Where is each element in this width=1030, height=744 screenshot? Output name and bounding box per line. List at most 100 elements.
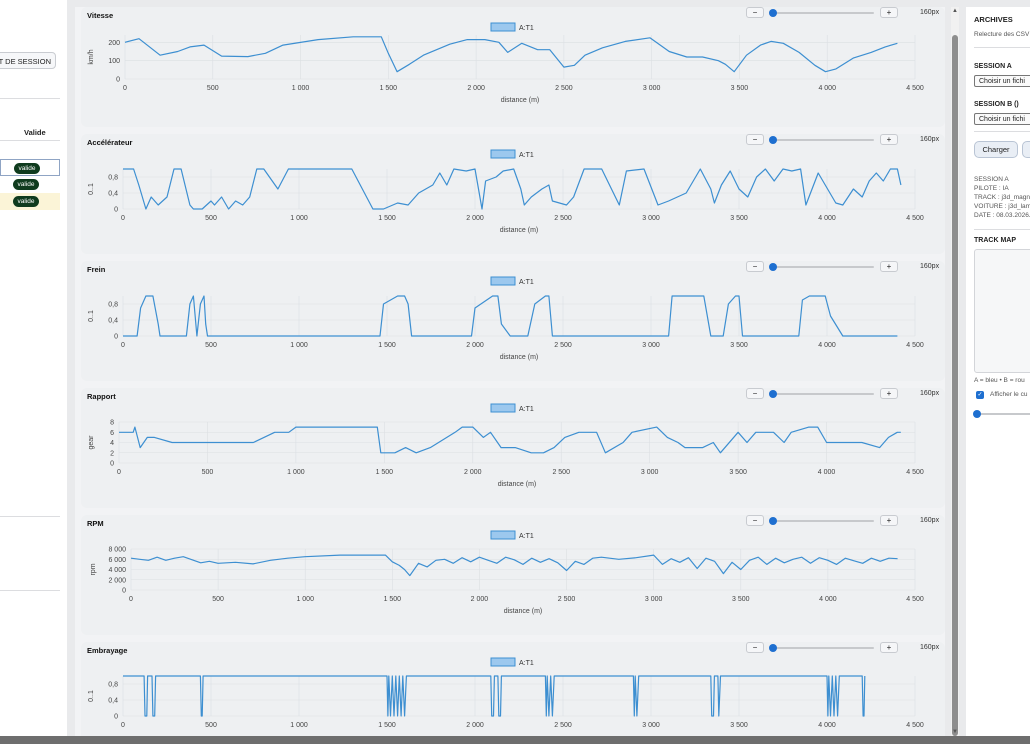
info-line: SESSION A bbox=[974, 176, 1009, 183]
legend-label: A:T1 bbox=[519, 25, 534, 32]
zoom-slider-thumb[interactable] bbox=[769, 136, 777, 144]
session-row[interactable]: valide bbox=[0, 193, 60, 210]
x-tick-label: 4 500 bbox=[906, 722, 924, 729]
legend-label: A:T1 bbox=[519, 660, 534, 667]
chart-title: Rapport bbox=[87, 392, 116, 401]
scrollbar-thumb[interactable] bbox=[952, 35, 958, 736]
y-tick-label: 0 bbox=[116, 77, 120, 84]
legend-swatch bbox=[490, 403, 516, 413]
zoom-slider-thumb[interactable] bbox=[769, 9, 777, 17]
zoom-slider[interactable] bbox=[769, 517, 874, 525]
legend-label: A:T1 bbox=[519, 406, 534, 413]
zoom-in-button[interactable]: + bbox=[880, 388, 898, 399]
x-tick-label: 2 000 bbox=[467, 85, 485, 92]
zoom-in-button[interactable]: + bbox=[880, 7, 898, 18]
session-b-file-select[interactable]: Choisir un fichi bbox=[974, 113, 1030, 125]
load-button[interactable]: Charger bbox=[974, 141, 1018, 158]
zoom-slider[interactable] bbox=[769, 390, 874, 398]
chart-panel-6: Embrayage − +160px A:T1 0 500 1 000 1 500 2 000 2… bbox=[81, 642, 945, 736]
zoom-slider[interactable] bbox=[769, 644, 874, 652]
y-tick-label: 0 bbox=[122, 588, 126, 595]
x-tick-label: 2 000 bbox=[464, 469, 482, 476]
zoom-slider[interactable] bbox=[769, 9, 874, 17]
divider bbox=[0, 140, 60, 141]
zoom-slider-thumb[interactable] bbox=[769, 390, 777, 398]
session-a-file-select[interactable]: Choisir un fichi bbox=[974, 75, 1030, 87]
zoom-slider[interactable] bbox=[769, 136, 874, 144]
zoom-in-button[interactable]: + bbox=[880, 642, 898, 653]
secondary-button[interactable] bbox=[1022, 141, 1030, 158]
show-cursor-label: Afficher le cu bbox=[990, 391, 1028, 398]
x-tick-label: 2 500 bbox=[554, 215, 572, 222]
zoom-out-button[interactable]: − bbox=[746, 134, 764, 145]
y-tick-label: 2 bbox=[110, 450, 114, 457]
session-list-panel: RT DE SESSION Valide valide valide valid… bbox=[0, 0, 67, 736]
legend-swatch bbox=[490, 22, 516, 32]
series-line-a-t1 bbox=[119, 426, 901, 454]
scroll-down-arrow-icon[interactable]: ▼ bbox=[952, 729, 958, 735]
line-chart[interactable]: A:T1 0 500 1 000 1 500 2 000 2 500 3 000 3 500 4 … bbox=[81, 148, 945, 254]
zoom-out-button[interactable]: − bbox=[746, 261, 764, 272]
cursor-slider[interactable] bbox=[973, 410, 1030, 418]
y-tick-label: 8 bbox=[110, 420, 114, 427]
info-line: DATE : 08.03.2026. bbox=[974, 212, 1030, 219]
line-chart[interactable]: A:T1 0 500 1 000 1 500 2 000 2 500 3 000 3 500 4 … bbox=[81, 529, 945, 635]
zoom-out-button[interactable]: − bbox=[746, 642, 764, 653]
chart-title: Accélérateur bbox=[87, 138, 133, 147]
line-chart[interactable]: A:T1 0 500 1 000 1 500 2 000 2 500 3 000 3 500 4 … bbox=[81, 402, 945, 508]
status-badge: valide bbox=[13, 179, 39, 190]
line-chart[interactable]: A:T1 0 500 1 000 1 500 2 000 2 500 3 000 3 500 4 … bbox=[81, 21, 945, 127]
x-tick-label: 3 000 bbox=[642, 342, 660, 349]
chart-title: Frein bbox=[87, 265, 106, 274]
slider-thumb[interactable] bbox=[973, 410, 981, 418]
x-tick-label: 4 500 bbox=[906, 215, 924, 222]
line-chart[interactable]: A:T1 0 500 1 000 1 500 2 000 2 500 3 000 3 500 4 … bbox=[81, 275, 945, 381]
show-cursor-checkbox[interactable]: ✓ bbox=[976, 391, 984, 399]
divider bbox=[974, 131, 1030, 132]
y-axis-label: 0..1 bbox=[88, 310, 95, 322]
zoom-value: 160px bbox=[920, 136, 940, 143]
zoom-slider-thumb[interactable] bbox=[769, 517, 777, 525]
line-chart[interactable]: A:T1 0 500 1 000 1 500 2 000 2 500 3 000 3 500 4 … bbox=[81, 656, 945, 736]
track-map-legend: A = bleu • B = rou bbox=[974, 377, 1025, 384]
x-tick-label: 1 000 bbox=[290, 215, 308, 222]
vertical-scrollbar[interactable]: ▲ ▼ bbox=[951, 7, 959, 736]
track-map-canvas[interactable] bbox=[974, 249, 1030, 373]
track-map-label: TRACK MAP bbox=[974, 237, 1016, 244]
legend-swatch bbox=[490, 149, 516, 159]
x-tick-label: 1 000 bbox=[296, 596, 314, 603]
session-info: SESSION A PILOTE : IA TRACK : j3d_magn V… bbox=[974, 175, 1030, 220]
valid-column-header: Valide bbox=[24, 128, 46, 137]
scroll-up-arrow-icon[interactable]: ▲ bbox=[952, 8, 958, 14]
zoom-in-button[interactable]: + bbox=[880, 515, 898, 526]
chart-title: Vitesse bbox=[87, 11, 114, 20]
x-tick-label: 4 000 bbox=[818, 85, 836, 92]
zoom-out-button[interactable]: − bbox=[746, 7, 764, 18]
session-row[interactable]: valide bbox=[0, 159, 60, 176]
zoom-out-button[interactable]: − bbox=[746, 515, 764, 526]
chart-panel-4: Rapport − +160px A:T1 0 500 1 000 1 500 2 000 2 5… bbox=[81, 388, 945, 508]
chart-title: RPM bbox=[87, 519, 104, 528]
start-session-button[interactable]: RT DE SESSION bbox=[0, 52, 56, 69]
x-tick-label: 3 000 bbox=[645, 596, 663, 603]
chart-panel-1: Vitesse − +160px A:T1 0 500 1 000 1 500 2 000 2 5… bbox=[81, 7, 945, 127]
status-badge: valide bbox=[13, 196, 39, 207]
y-axis-label: km/h bbox=[88, 49, 95, 64]
x-tick-label: 500 bbox=[205, 215, 217, 222]
x-tick-label: 500 bbox=[202, 469, 214, 476]
zoom-out-button[interactable]: − bbox=[746, 388, 764, 399]
zoom-slider-thumb[interactable] bbox=[769, 263, 777, 271]
zoom-slider-thumb[interactable] bbox=[769, 644, 777, 652]
archives-title: ARCHIVES bbox=[974, 15, 1013, 24]
x-tick-label: 1 500 bbox=[380, 85, 398, 92]
x-tick-label: 1 000 bbox=[290, 722, 308, 729]
window-bottom-edge bbox=[0, 736, 1030, 744]
zoom-slider[interactable] bbox=[769, 263, 874, 271]
zoom-in-button[interactable]: + bbox=[880, 261, 898, 272]
zoom-in-button[interactable]: + bbox=[880, 134, 898, 145]
session-row[interactable]: valide bbox=[0, 176, 60, 193]
x-tick-label: 1 500 bbox=[378, 722, 396, 729]
x-tick-label: 500 bbox=[207, 85, 219, 92]
legend-swatch bbox=[490, 276, 516, 286]
x-tick-label: 4 500 bbox=[906, 596, 924, 603]
